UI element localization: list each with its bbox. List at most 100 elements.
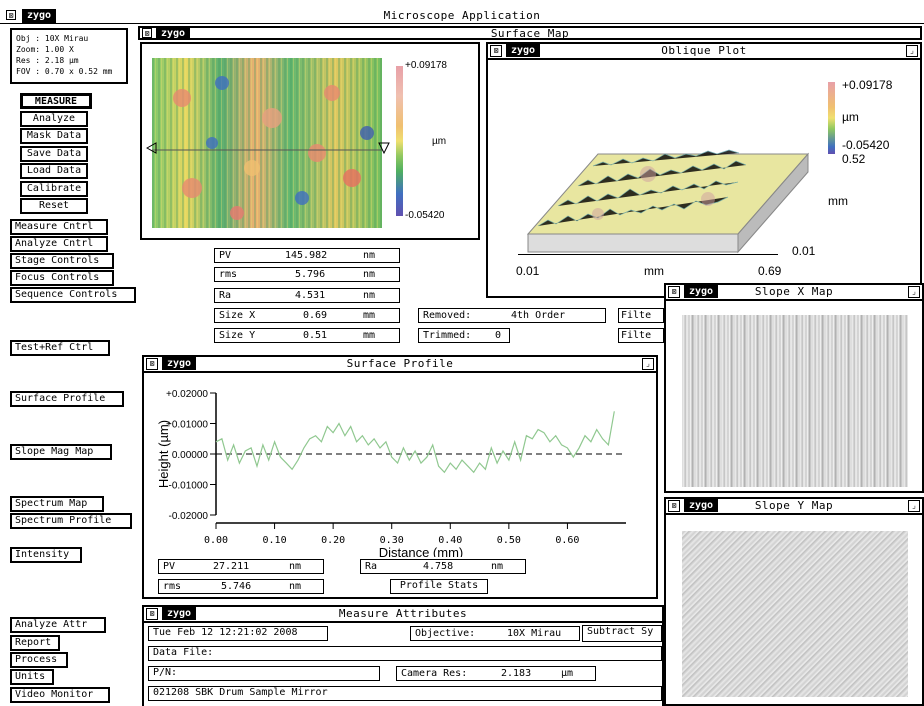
resize-icon[interactable]: ⌟ <box>908 286 920 298</box>
surface-map-image[interactable] <box>152 58 382 228</box>
camera-res-label: Camera Res: <box>401 668 468 679</box>
save-data-button[interactable]: Save Data <box>20 146 88 162</box>
oblique-plot-window: ⊠ zygo Oblique Plot ⌟ +0.09178 µm -0.054… <box>486 42 922 298</box>
zygo-logo: zygo <box>684 285 719 298</box>
close-icon[interactable]: ⊠ <box>146 358 158 370</box>
slope-y-title: Slope Y Map <box>754 499 834 512</box>
surface-profile-chart[interactable]: +0.02000 +0.01000 0.00000 -0.01000 -0.02000 0… <box>146 375 654 557</box>
analyze-button[interactable]: Analyze <box>20 111 88 127</box>
profile-marker-left-icon[interactable] <box>146 142 158 154</box>
filter-field-2[interactable]: Filte <box>618 328 664 343</box>
close-icon[interactable]: ⊠ <box>146 608 158 620</box>
trimmed-value: 0 <box>495 330 502 341</box>
calibrate-button[interactable]: Calibrate <box>20 181 88 197</box>
scale-min-label: -0.05420 <box>405 210 445 221</box>
rms-field: rms 5.796 nm <box>214 267 400 282</box>
process-button[interactable]: Process <box>10 652 68 668</box>
reset-button[interactable]: Reset <box>20 198 88 214</box>
surface-profile-title: Surface Profile <box>346 357 454 370</box>
resize-icon[interactable]: ⌟ <box>906 45 918 57</box>
oblique-scale-unit: µm <box>842 110 859 124</box>
oblique-plot-image[interactable] <box>508 104 838 264</box>
note-field[interactable]: 021208 SBK Drum Sample Mirror <box>148 686 662 701</box>
size-y-field: Size Y 0.51 mm <box>214 328 400 343</box>
oblique-plot-bar: ⊠ zygo Oblique Plot ⌟ <box>488 44 920 60</box>
trimmed-field: Trimmed: 0 <box>418 328 510 343</box>
filter-field-1[interactable]: Filte <box>618 308 664 323</box>
pv-field: PV 145.982 nm <box>214 248 400 263</box>
close-icon[interactable]: ⊠ <box>668 286 680 298</box>
subtract-sys-field[interactable]: Subtract Sy <box>582 625 662 642</box>
x-tick-label: 0.50 <box>497 535 521 546</box>
rms-label: rms <box>219 269 238 280</box>
data-file-field[interactable]: Data File: <box>148 646 662 661</box>
measure-cntrl-button[interactable]: Measure Cntrl <box>10 219 108 235</box>
scale-max-label: +0.09178 <box>405 60 447 71</box>
measure-button[interactable]: MEASURE <box>20 93 92 109</box>
focus-controls-button[interactable]: Focus Controls <box>10 270 114 286</box>
zygo-logo: zygo <box>684 499 719 512</box>
oblique-color-scale <box>828 82 835 154</box>
date-field: Tue Feb 12 12:21:02 2008 <box>148 626 328 641</box>
oblique-x-right: 0.69 <box>758 264 782 278</box>
profile-rms-value: 5.746 <box>221 581 252 592</box>
profile-rms-unit: nm <box>289 581 302 592</box>
sequence-controls-button[interactable]: Sequence Controls <box>10 287 136 303</box>
slope-y-image[interactable] <box>682 531 908 697</box>
x-axis-title: Distance (mm) <box>379 545 464 557</box>
fov-info: FOV : 0.70 x 0.52 mm <box>16 67 113 76</box>
resize-icon[interactable]: ⌟ <box>908 500 920 512</box>
y-tick-label: +0.02000 <box>166 389 208 400</box>
x-tick-label: 0.20 <box>321 535 345 546</box>
test-ref-ctrl-button[interactable]: Test+Ref Ctrl <box>10 340 110 356</box>
size-y-value: 0.51 <box>303 330 328 341</box>
camera-res-value: 2.183 <box>501 668 532 679</box>
profile-stats-button[interactable]: Profile Stats <box>390 579 488 594</box>
pn-field[interactable]: P/N: <box>148 666 380 681</box>
video-monitor-button[interactable]: Video Monitor <box>10 687 110 703</box>
y-tick-label: 0.00000 <box>172 450 209 461</box>
zoom-info: Zoom: 1.00 X <box>16 45 74 54</box>
scale-unit-label: µm <box>432 136 447 147</box>
size-x-field: Size X 0.69 mm <box>214 308 400 323</box>
surface-profile-button[interactable]: Surface Profile <box>10 391 124 407</box>
ra-value: 4.531 <box>295 290 326 301</box>
mask-data-button[interactable]: Mask Data <box>20 128 88 144</box>
profile-pv-value: 27.211 <box>213 561 250 572</box>
resize-icon[interactable]: ⌟ <box>642 358 654 370</box>
oblique-scale-min: -0.05420 <box>842 138 890 152</box>
close-icon[interactable]: ⊠ <box>6 10 16 20</box>
filter-label-2: Filte <box>621 330 652 341</box>
spectrum-map-button[interactable]: Spectrum Map <box>10 496 104 512</box>
profile-rms-field: rms 5.746 nm <box>158 579 324 594</box>
stage-controls-button[interactable]: Stage Controls <box>10 253 114 269</box>
analyze-attr-button[interactable]: Analyze Attr <box>10 617 106 633</box>
objective-info-box: Obj : 10X Mirau Zoom: 1.00 X Res : 2.18 … <box>10 28 128 84</box>
load-data-button[interactable]: Load Data <box>20 163 88 179</box>
objective-field: Objective: 10X Mirau <box>410 626 580 641</box>
profile-ra-label: Ra <box>365 561 378 572</box>
units-button[interactable]: Units <box>10 669 54 685</box>
spectrum-profile-button[interactable]: Spectrum Profile <box>10 513 132 529</box>
ra-field: Ra 4.531 nm <box>214 288 400 303</box>
close-icon[interactable]: ⊠ <box>490 45 502 57</box>
app-title: Microscope Application <box>383 9 541 22</box>
close-icon[interactable]: ⊠ <box>668 500 680 512</box>
profile-marker-right-icon[interactable] <box>378 142 390 154</box>
slope-x-image[interactable] <box>682 315 908 487</box>
profile-pv-field: PV 27.211 nm <box>158 559 324 574</box>
slope-mag-map-button[interactable]: Slope Mag Map <box>10 444 112 460</box>
surface-map-panel: +0.09178 µm -0.05420 <box>140 42 480 240</box>
surface-map-title: Surface Map <box>490 27 570 40</box>
filter-label-1: Filte <box>621 310 652 321</box>
close-icon[interactable]: ⊠ <box>142 28 152 38</box>
intensity-button[interactable]: Intensity <box>10 547 82 563</box>
analyze-cntrl-button[interactable]: Analyze Cntrl <box>10 236 108 252</box>
report-button[interactable]: Report <box>10 635 60 651</box>
trimmed-label: Trimmed: <box>423 330 472 341</box>
slope-y-bar: ⊠ zygo Slope Y Map ⌟ <box>666 499 922 515</box>
profile-ra-unit: nm <box>491 561 504 572</box>
zygo-logo: zygo <box>506 44 541 57</box>
oblique-x-unit: mm <box>644 264 664 278</box>
profile-line <box>215 411 615 474</box>
